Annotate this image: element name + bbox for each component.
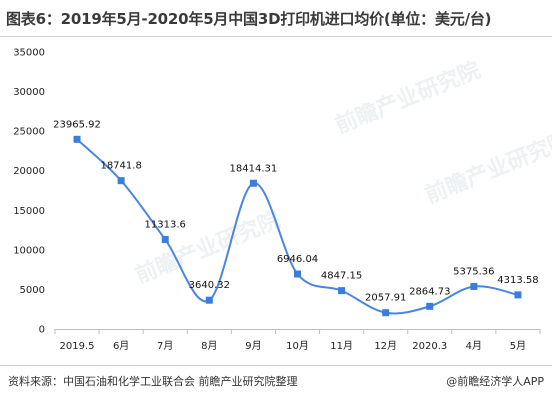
chart-title: 图表6：2019年5月-2020年5月中国3D打印机进口均价(单位：美元/台) [6,10,492,28]
data-label: 18414.31 [230,163,278,174]
data-point-marker [161,235,169,243]
data-label: 11313.6 [145,219,186,230]
x-tick-label: 6月 [113,340,129,352]
x-tick-label: 7月 [157,340,173,352]
data-labels: 23965.92 18741.8 11313.6 3640.32 18414.31 694… [53,119,538,303]
y-tick-label: 0 [39,325,45,336]
data-point-marker [205,296,213,304]
data-label: 5375.36 [453,266,494,277]
data-point-marker [249,179,257,187]
x-tick-label: 2020.3 [412,341,447,352]
x-tick-label: 12月 [374,340,397,352]
brand-credit: @前瞻经济学人APP [446,375,544,388]
data-label: 2057.91 [365,293,406,304]
data-markers [73,135,522,317]
data-point-marker [294,270,301,278]
x-tick-label: 5月 [510,340,526,352]
data-point-marker [470,282,478,290]
data-point-marker [73,135,81,143]
y-tick-label: 10000 [13,245,45,256]
x-tick-label: 11月 [330,340,353,352]
x-tick-label: 8月 [201,340,217,352]
footer-divider [0,365,552,366]
y-axis: 0 5000 10000 15000 20000 25000 30000 35000 [13,48,45,336]
title-divider [0,36,552,37]
data-point-marker [117,177,125,185]
data-point-marker [382,309,390,317]
y-tick-label: 30000 [13,87,45,98]
x-axis: 2019.5 6月 7月 8月 9月 10月 11月 12月 2020.3 4月 5月 [54,329,541,352]
data-label: 2864.73 [409,286,450,297]
x-tick-label: 9月 [245,340,261,352]
x-tick-label: 2019.5 [60,341,95,352]
data-label: 6946.04 [277,254,318,265]
source-note: 资料来源：中国石油和化学工业联合会 前瞻产业研究院整理 [8,375,298,388]
x-tick-label: 4月 [466,340,482,352]
data-label: 18741.8 [100,161,141,172]
data-point-marker [426,302,434,310]
y-tick-label: 20000 [13,166,45,177]
data-point-marker [514,291,522,299]
y-tick-label: 5000 [20,285,45,296]
data-label: 3640.32 [189,280,230,291]
data-label: 23965.92 [53,119,101,130]
y-tick-label: 15000 [13,206,45,217]
data-label: 4313.58 [497,275,538,286]
x-tick-label: 10月 [286,340,309,352]
series-line [76,138,519,315]
y-tick-label: 25000 [13,127,45,138]
y-tick-label: 35000 [13,48,45,59]
data-label: 4847.15 [321,271,362,282]
data-point-marker [338,287,346,295]
